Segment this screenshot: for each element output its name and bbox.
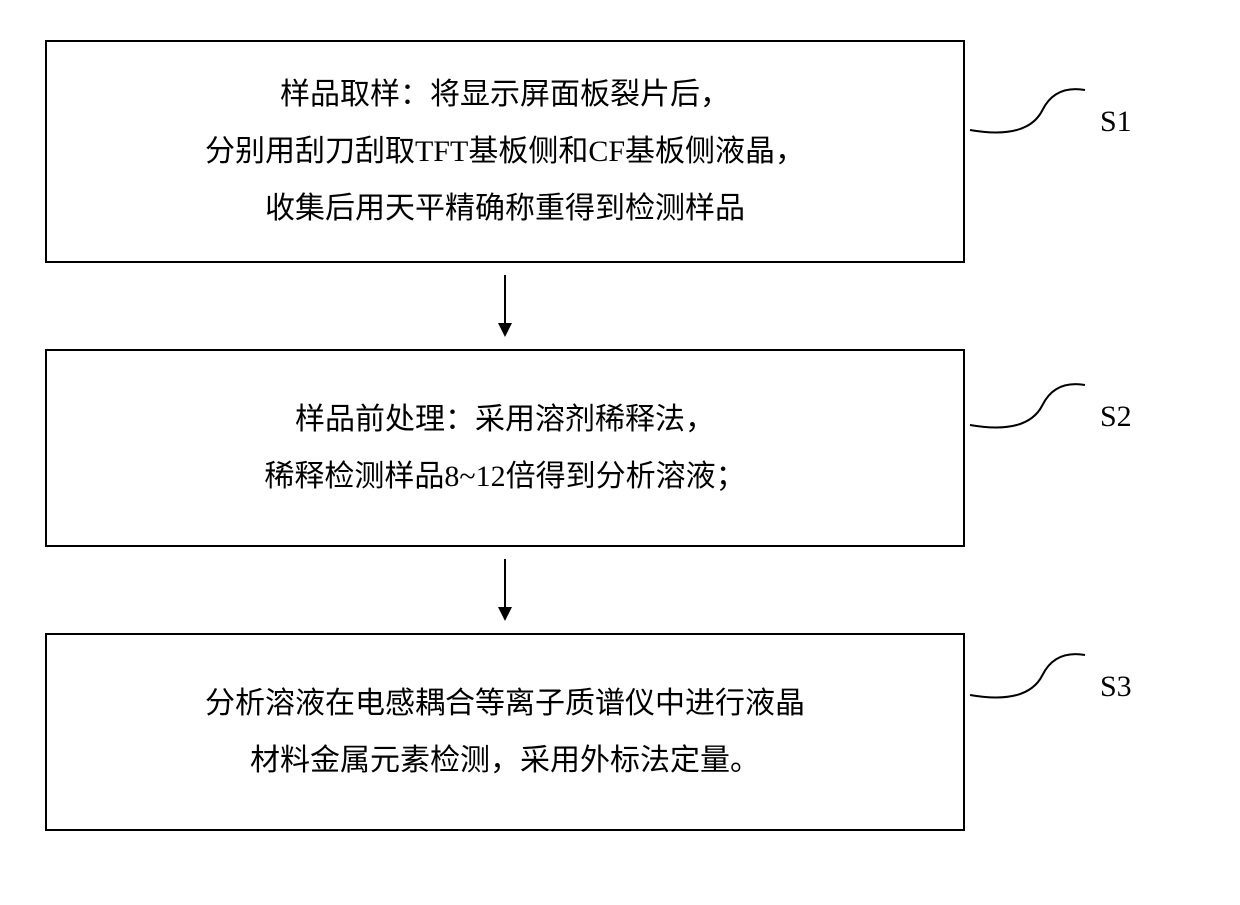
step-label-text: S1 <box>1100 105 1132 138</box>
flowchart-box-s1: 样品取样：将显示屏面板裂片后， 分别用刮刀刮取TFT基板侧和CF基板侧液晶， 收… <box>45 40 965 263</box>
box-line: 分析溶液在电感耦合等离子质谱仪中进行液晶 <box>77 675 933 732</box>
flowchart-container: 样品取样：将显示屏面板裂片后， 分别用刮刀刮取TFT基板侧和CF基板侧液晶， 收… <box>45 40 1125 831</box>
box-line: 样品取样：将显示屏面板裂片后， <box>77 66 933 123</box>
box-line: 材料金属元素检测，采用外标法定量。 <box>77 732 933 789</box>
step-label-s3: S3 <box>1100 670 1132 704</box>
arrow-container-1 <box>45 263 965 349</box>
arrow-down-icon <box>493 559 517 621</box>
step-label-text: S3 <box>1100 670 1132 703</box>
arrow-container-2 <box>45 547 965 633</box>
step-label-s1: S1 <box>1100 105 1132 139</box>
flowchart-box-s2: 样品前处理：采用溶剂稀释法， 稀释检测样品8~12倍得到分析溶液； <box>45 349 965 547</box>
arrow-down-icon <box>493 275 517 337</box>
box-line: 样品前处理：采用溶剂稀释法， <box>77 391 933 448</box>
box-line: 分别用刮刀刮取TFT基板侧和CF基板侧液晶， <box>77 123 933 180</box>
box-line: 收集后用天平精确称重得到检测样品 <box>77 180 933 237</box>
box-line: 稀释检测样品8~12倍得到分析溶液； <box>77 448 933 505</box>
flowchart-box-s3: 分析溶液在电感耦合等离子质谱仪中进行液晶 材料金属元素检测，采用外标法定量。 <box>45 633 965 831</box>
step-label-s2: S2 <box>1100 400 1132 434</box>
step-label-text: S2 <box>1100 400 1132 433</box>
